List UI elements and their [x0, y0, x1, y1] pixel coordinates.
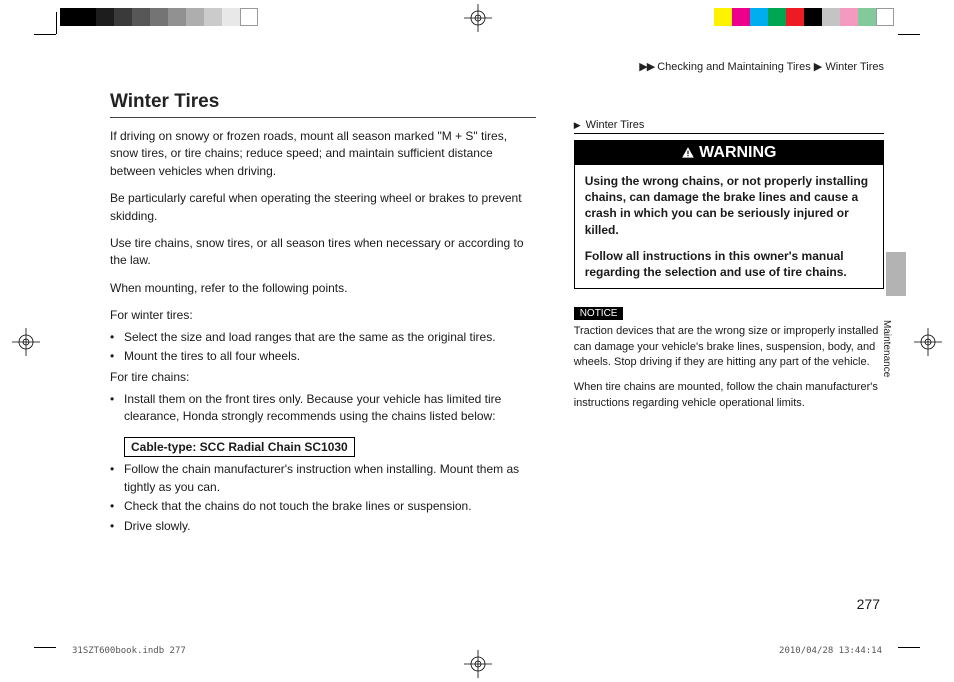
breadcrumb-sep: ▶: [814, 61, 822, 73]
body-paragraph: Use tire chains, snow tires, or all seas…: [110, 235, 536, 270]
breadcrumb-arrows: ▶▶: [639, 61, 654, 73]
notice-text: Traction devices that are the wrong size…: [574, 324, 884, 411]
reference-arrow-icon: ▶: [574, 120, 581, 130]
footer-timestamp: 2010/04/28 13:44:14: [779, 646, 882, 656]
sidebar-column: ▶ Winter Tires WARNING Using the wrong c…: [574, 91, 884, 545]
list-item: Select the size and load ranges that are…: [110, 329, 536, 346]
breadcrumb-level2: Winter Tires: [825, 61, 884, 73]
list-item: Install them on the front tires only. Be…: [110, 391, 536, 426]
section-tab-marker: [886, 252, 906, 296]
grayscale-swatches: [60, 8, 258, 26]
body-paragraph: When mounting, refer to the following po…: [110, 280, 536, 297]
registration-mark-top: [464, 4, 492, 32]
body-paragraph: If driving on snowy or frozen roads, mou…: [110, 128, 536, 180]
page-content: ▶▶ Checking and Maintaining Tires ▶ Wint…: [110, 60, 884, 622]
warning-paragraph: Using the wrong chains, or not properly …: [585, 173, 873, 238]
section-tab-label: Maintenance: [881, 320, 892, 377]
warning-box: WARNING Using the wrong chains, or not p…: [574, 140, 884, 289]
warning-triangle-icon: [681, 146, 695, 160]
sidebar-reference: ▶ Winter Tires: [574, 119, 884, 134]
page-title: Winter Tires: [110, 91, 536, 113]
registration-mark-left: [12, 328, 40, 356]
notice-label: NOTICE: [574, 307, 624, 320]
notice-paragraph: Traction devices that are the wrong size…: [574, 324, 884, 370]
list-item: Check that the chains do not touch the b…: [110, 498, 536, 515]
list-label: For winter tires:: [110, 307, 536, 324]
page-number: 277: [857, 596, 880, 612]
warning-paragraph: Follow all instructions in this owner's …: [585, 248, 873, 280]
main-column: Winter Tires If driving on snowy or froz…: [110, 91, 536, 545]
body-paragraph: Be particularly careful when operating t…: [110, 190, 536, 225]
tire-chains-list: Install them on the front tires only. Be…: [110, 391, 536, 426]
breadcrumb-level1: Checking and Maintaining Tires: [657, 61, 810, 73]
breadcrumb: ▶▶ Checking and Maintaining Tires ▶ Wint…: [110, 60, 884, 73]
list-item: Mount the tires to all four wheels.: [110, 348, 536, 365]
list-label: For tire chains:: [110, 369, 536, 386]
process-color-swatches: [714, 8, 894, 26]
winter-tires-list: Select the size and load ranges that are…: [110, 329, 536, 366]
registration-mark-bottom: [464, 650, 492, 678]
reference-label: Winter Tires: [586, 119, 645, 131]
chain-spec-box: Cable-type: SCC Radial Chain SC1030: [124, 437, 355, 457]
tire-chains-list-cont: Follow the chain manufacturer's instruct…: [110, 461, 536, 535]
warning-title: WARNING: [699, 144, 776, 162]
warning-header: WARNING: [575, 141, 883, 165]
title-rule: [110, 117, 536, 118]
notice-paragraph: When tire chains are mounted, follow the…: [574, 380, 884, 411]
registration-mark-right: [914, 328, 942, 356]
list-item: Drive slowly.: [110, 518, 536, 535]
footer-filename: 31SZT600book.indb 277: [72, 646, 186, 656]
list-item: Follow the chain manufacturer's instruct…: [110, 461, 536, 496]
